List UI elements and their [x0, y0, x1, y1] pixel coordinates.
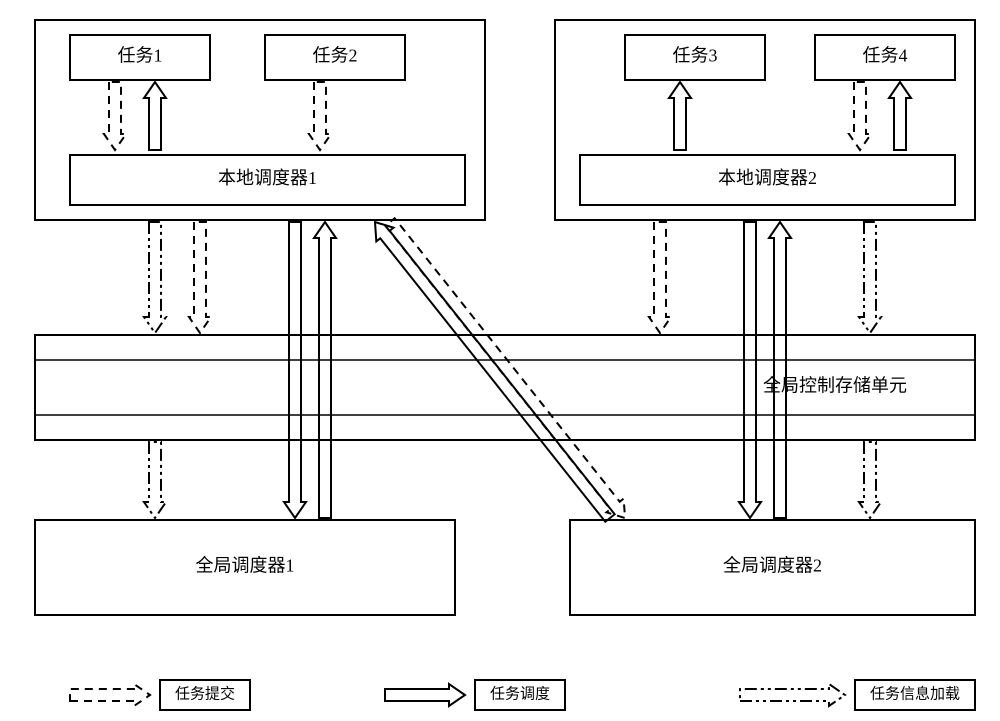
- box-task2: 任务2: [265, 35, 405, 80]
- box-legBox3: 任务信息加载: [855, 680, 975, 710]
- box-label-locSch2: 本地调度器2: [718, 168, 817, 188]
- box-label-locSch1: 本地调度器1: [218, 168, 317, 188]
- box-legBox2: 任务调度: [475, 680, 565, 710]
- box-locSch1: 本地调度器1: [70, 155, 465, 205]
- box-task3: 任务3: [625, 35, 765, 80]
- box-label-gSch1: 全局调度器1: [196, 556, 295, 576]
- box-legBox1: 任务提交: [160, 680, 250, 710]
- box-task1: 任务1: [70, 35, 210, 80]
- box-locSch2: 本地调度器2: [580, 155, 955, 205]
- box-label-legBox2: 任务调度: [490, 685, 550, 702]
- box-label-task1: 任务1: [118, 46, 163, 66]
- box-label-task2: 任务2: [313, 46, 358, 66]
- box-label-task3: 任务3: [673, 46, 718, 66]
- box-label-legBox1: 任务提交: [175, 684, 235, 702]
- box-gSch1: 全局调度器1: [35, 520, 455, 615]
- box-gSch2: 全局调度器2: [570, 520, 975, 615]
- box-label-gSch2: 全局调度器2: [723, 556, 822, 576]
- box-label-legBox3: 任务信息加载: [870, 685, 960, 702]
- box-task4: 任务4: [815, 35, 955, 80]
- box-label-task4: 任务4: [863, 46, 908, 66]
